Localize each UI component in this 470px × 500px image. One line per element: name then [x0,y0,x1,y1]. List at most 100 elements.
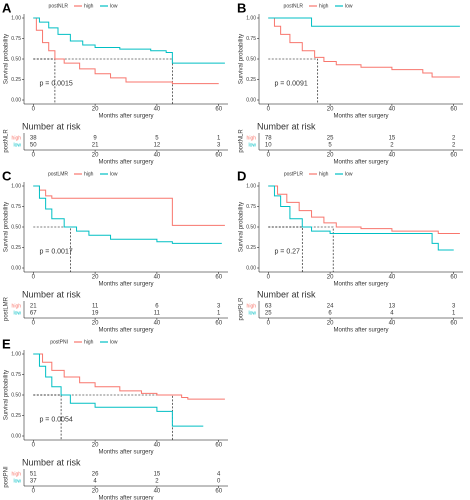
risk-title: Number at risk [22,457,81,467]
risk-x-tick-label: 40 [154,321,161,327]
y-tick-label: 1.00 [246,15,256,21]
risk-count: 4 [390,311,394,317]
x-tick-label: 40 [389,107,396,113]
risk-row-label: low [13,142,21,148]
y-tick-label: 0.00 [246,97,256,103]
x-tick-label: 60 [450,275,457,281]
risk-count: 63 [265,304,272,310]
risk-x-tick-label: 0 [32,489,36,495]
p-value: p = 0.27 [274,248,300,255]
x-tick-label: 60 [215,443,222,449]
x-tick-label: 60 [215,107,222,113]
risk-row-label: high [12,471,22,477]
y-tick-label: 1.00 [11,351,21,357]
risk-y-title: postPNI [4,466,10,488]
risk-row-label: low [13,310,21,316]
legend-label: high [84,339,94,345]
median-line [33,394,62,440]
risk-count: 11 [92,304,99,310]
x-tick-label: 20 [327,107,334,113]
risk-count: 15 [389,136,396,142]
panel-label: E [2,336,11,351]
x-tick-label: 20 [92,107,99,113]
y-tick-label: 0.25 [11,413,21,419]
legend-label: low [345,171,353,177]
p-value: p = 0.0054 [39,416,72,423]
risk-title: Number at risk [22,121,81,131]
risk-row-label: low [248,142,256,148]
risk-x-tick-label: 0 [267,321,271,327]
y-tick-label: 0.50 [11,56,21,62]
risk-x-tick-label: 40 [389,153,396,159]
y-tick-label: 0.25 [246,77,256,83]
risk-x-title: Months after surgery [98,496,153,500]
p-value: p = 0.0017 [39,248,72,255]
x-tick-label: 0 [267,107,271,113]
risk-x-title: Months after surgery [98,160,153,166]
risk-title: Number at risk [257,289,316,299]
p-value: p = 0.0015 [39,80,72,87]
risk-count: 3 [217,304,221,310]
risk-x-tick-label: 60 [450,321,457,327]
y-tick-label: 0.50 [11,224,21,230]
y-tick-label: 0.50 [246,224,256,230]
risk-count: 15 [154,472,161,478]
risk-row-label: high [12,135,22,141]
y-tick-label: 0.75 [11,204,21,210]
risk-x-title: Months after surgery [98,328,153,334]
risk-count: 26 [92,472,99,478]
x-axis-title: Months after surgery [98,450,153,456]
risk-row-label: high [12,303,22,309]
risk-row-label: low [13,478,21,484]
risk-count: 9 [93,136,97,142]
risk-row-label: high [247,135,257,141]
y-tick-label: 1.00 [246,183,256,189]
y-tick-label: 0.75 [246,36,256,42]
risk-x-tick-label: 20 [327,321,334,327]
x-tick-label: 40 [154,275,161,281]
risk-count: 21 [30,304,37,310]
risk-count: 78 [265,136,272,142]
x-tick-label: 40 [154,107,161,113]
y-axis-title: Survival probability [4,34,10,84]
legend-label: high [319,171,329,177]
survival-curve [33,185,222,244]
y-tick-label: 0.50 [11,392,21,398]
survival-curve [33,17,219,85]
risk-count: 67 [30,311,37,317]
risk-count: 5 [155,136,159,142]
risk-x-tick-label: 60 [450,153,457,159]
risk-count: 25 [265,311,272,317]
survival-curve [33,353,204,427]
risk-count: 1 [452,311,456,317]
legend-title: postPLR [284,171,304,177]
risk-x-title: Months after surgery [333,160,388,166]
risk-count: 6 [328,311,332,317]
risk-x-tick-label: 60 [215,153,222,159]
x-tick-label: 60 [450,107,457,113]
panel-label: A [2,0,12,15]
risk-count: 1 [217,136,221,142]
x-tick-label: 0 [32,275,36,281]
p-value: p = 0.0091 [274,80,307,87]
y-tick-label: 0.75 [246,204,256,210]
y-axis-title: Survival probability [239,202,245,252]
y-tick-label: 0.00 [11,433,21,439]
legend-label: low [345,3,353,9]
risk-count: 4 [217,472,221,478]
legend-label: low [110,171,118,177]
y-tick-label: 1.00 [11,183,21,189]
y-axis-title: Survival probability [4,202,10,252]
risk-title: Number at risk [257,121,316,131]
x-tick-label: 20 [92,275,99,281]
y-tick-label: 0.25 [11,245,21,251]
x-tick-label: 40 [154,443,161,449]
risk-x-tick-label: 40 [154,489,161,495]
legend-title: postNLR [49,3,69,9]
risk-count: 19 [92,311,99,317]
risk-count: 2 [452,143,456,149]
survival-curve [268,17,460,78]
